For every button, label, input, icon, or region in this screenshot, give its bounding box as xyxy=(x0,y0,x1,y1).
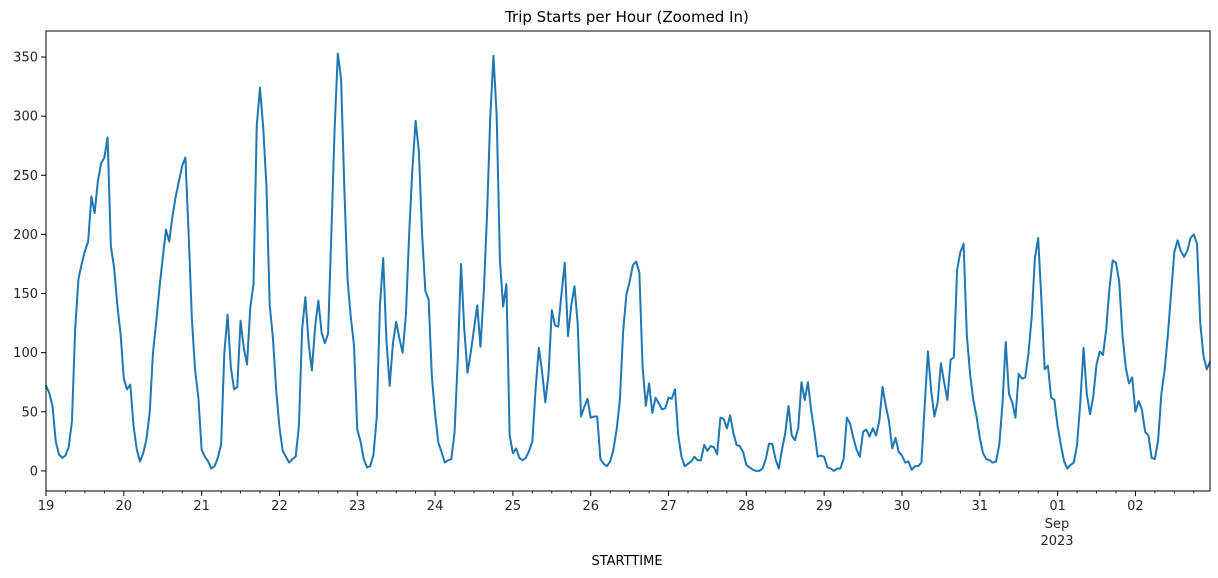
y-tick-label: 100 xyxy=(13,346,38,361)
x-tick-label: 19 xyxy=(38,499,55,514)
x-tick-label: 20 xyxy=(116,499,133,514)
x-tick-label: 27 xyxy=(660,499,677,514)
y-tick-label: 0 xyxy=(30,464,38,479)
x-tick-label: 23 xyxy=(349,499,366,514)
x-tick-label: 30 xyxy=(894,499,911,514)
y-tick-label: 200 xyxy=(13,228,38,243)
x-tick-label: 25 xyxy=(505,499,522,514)
y-axis: 0 50 100 150 200 250 300 350 xyxy=(13,51,46,479)
x-axis-label: STARTTIME xyxy=(591,554,662,569)
plot-frame xyxy=(45,30,1211,492)
x-tick-label: 31 xyxy=(972,499,989,514)
y-tick-label: 50 xyxy=(21,405,38,420)
y-tick-label: 350 xyxy=(13,51,38,66)
x-tick-label: 24 xyxy=(427,499,444,514)
x-tick-label: 21 xyxy=(193,499,210,514)
y-tick-label: 150 xyxy=(13,287,38,302)
y-tick-label: 250 xyxy=(13,169,38,184)
x-year-label: 2023 xyxy=(1040,534,1073,549)
x-tick-label: 22 xyxy=(271,499,288,514)
y-tick-label: 300 xyxy=(13,110,38,125)
x-axis: 19 20 21 22 23 24 25 26 27 28 29 30 31 01 02 xyxy=(38,491,1195,514)
x-tick-label: 26 xyxy=(582,499,599,514)
x-tick-label: 28 xyxy=(738,499,755,514)
series-line xyxy=(45,52,1211,472)
x-tick-label: 01 xyxy=(1049,499,1066,514)
plot-area xyxy=(45,30,1211,492)
chart-title: Trip Starts per Hour (Zoomed In) xyxy=(504,8,749,26)
x-tick-label: 29 xyxy=(816,499,833,514)
x-tick-label: 02 xyxy=(1127,499,1144,514)
x-month-label: Sep xyxy=(1045,517,1070,532)
